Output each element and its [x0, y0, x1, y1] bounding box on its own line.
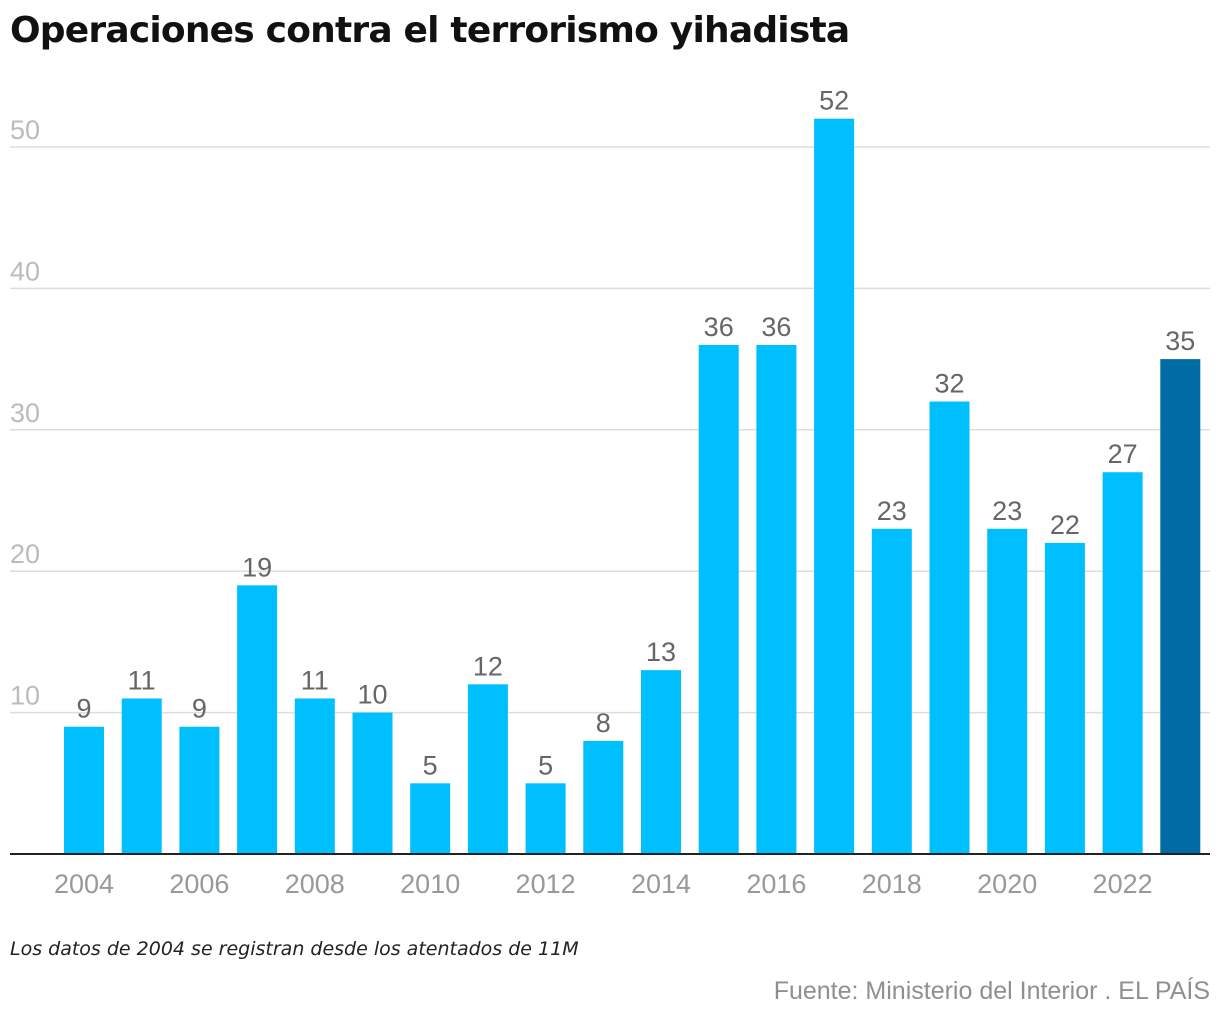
bar-2022	[1102, 472, 1143, 854]
x-tick-label: 2006	[169, 869, 229, 899]
x-tick-label: 2010	[400, 869, 460, 899]
chart-note: Los datos de 2004 se registran desde los…	[10, 938, 579, 960]
value-label: 23	[992, 496, 1022, 526]
bar-2010	[410, 783, 451, 854]
bar-2017	[814, 118, 855, 855]
bar-2020	[987, 528, 1028, 854]
value-label: 10	[357, 680, 387, 710]
bar-2021	[1044, 542, 1085, 854]
value-label: 36	[704, 312, 734, 342]
chart-title: Operaciones contra el terrorismo yihadis…	[10, 10, 850, 51]
x-tick-label: 2016	[746, 869, 806, 899]
value-label: 27	[1108, 439, 1138, 469]
source-credit: Fuente: Ministerio del Interior . EL PAÍ…	[773, 977, 1210, 1005]
bar-2009	[352, 712, 393, 854]
value-label: 13	[646, 637, 676, 667]
bar-2018	[871, 528, 912, 854]
value-label: 23	[877, 496, 907, 526]
x-tick-label: 2018	[862, 869, 922, 899]
y-axis-ticks: 10 20 30 40 50	[10, 115, 40, 711]
x-tick-label: 2004	[54, 869, 114, 899]
value-label: 19	[242, 552, 272, 582]
value-label: 22	[1050, 510, 1080, 540]
bar-2005	[121, 698, 162, 854]
value-label: 9	[192, 694, 207, 724]
bar-2015	[698, 344, 739, 854]
value-label: 11	[128, 665, 156, 695]
value-label: 9	[76, 694, 91, 724]
x-tick-label: 2020	[977, 869, 1037, 899]
value-label: 5	[423, 750, 438, 780]
value-label: 8	[596, 708, 611, 738]
bar-2012	[525, 783, 566, 854]
bar-2014	[641, 670, 681, 854]
y-tick-label: 40	[10, 256, 40, 286]
gridlines	[10, 146, 1210, 714]
value-label: 11	[301, 665, 329, 695]
x-tick-label: 2022	[1093, 869, 1153, 899]
value-label: 32	[934, 369, 964, 399]
bar-2011	[467, 684, 508, 854]
bar-2019	[929, 401, 970, 854]
y-tick-label: 50	[10, 115, 40, 145]
value-label: 12	[473, 651, 503, 681]
bar-2007	[237, 585, 278, 854]
bars	[64, 118, 1201, 855]
bar-2016	[756, 344, 797, 854]
x-axis-ticks: 2004 2006 2008 2010 2012 2014 2016 2018 2020 2022	[54, 869, 1153, 899]
y-tick-label: 20	[10, 539, 40, 569]
value-label: 52	[819, 86, 849, 116]
bar-2004	[64, 726, 104, 854]
bar-2023	[1160, 359, 1201, 854]
bar-2013	[583, 740, 624, 854]
value-label: 35	[1165, 326, 1195, 356]
value-label: 36	[761, 312, 791, 342]
x-tick-label: 2012	[516, 869, 576, 899]
value-labels: 9 11 9 19 11 10 5 12 5 8 13 36 36 52 23 32 23 22 27 35	[76, 86, 1195, 781]
y-tick-label: 30	[10, 398, 40, 428]
x-tick-label: 2014	[631, 869, 691, 899]
bar-2008	[294, 698, 335, 854]
x-tick-label: 2008	[285, 869, 345, 899]
y-tick-label: 10	[10, 681, 40, 711]
bar-2006	[179, 726, 220, 854]
value-label: 5	[538, 750, 553, 780]
